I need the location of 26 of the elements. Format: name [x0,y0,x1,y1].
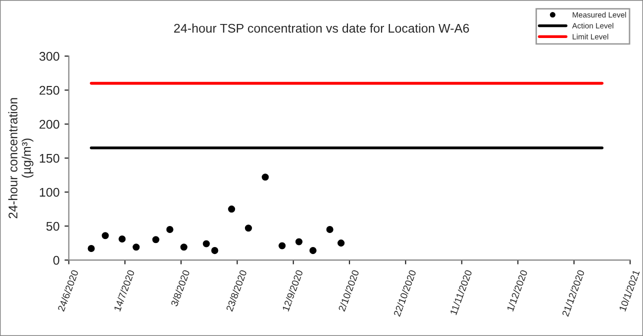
y-tick-label: 50 [46,222,60,231]
point [202,240,210,248]
y-tick-label: 250 [40,86,60,95]
point [166,226,174,233]
point [152,236,160,244]
chart-title: 24-hour TSP concentration vs date for Location W-A6 [174,24,469,33]
y-tick-label: 0 [53,256,60,265]
y-axis-title: 24-hour concentration (µg/m³) [8,98,34,218]
point [228,206,236,213]
point [102,232,109,240]
point [262,174,269,181]
y-tick-label: 300 [39,52,60,61]
y-tick-label: 100 [40,188,60,197]
point [180,244,188,251]
point [338,240,345,247]
point [211,247,218,254]
point [326,226,334,233]
point [295,238,302,246]
point [309,247,316,254]
point [244,224,252,232]
point [278,242,286,250]
point [132,244,140,251]
point [88,244,95,252]
y-tick-label: 150 [40,154,60,163]
point [118,235,126,243]
y-tick-label: 200 [40,120,60,129]
